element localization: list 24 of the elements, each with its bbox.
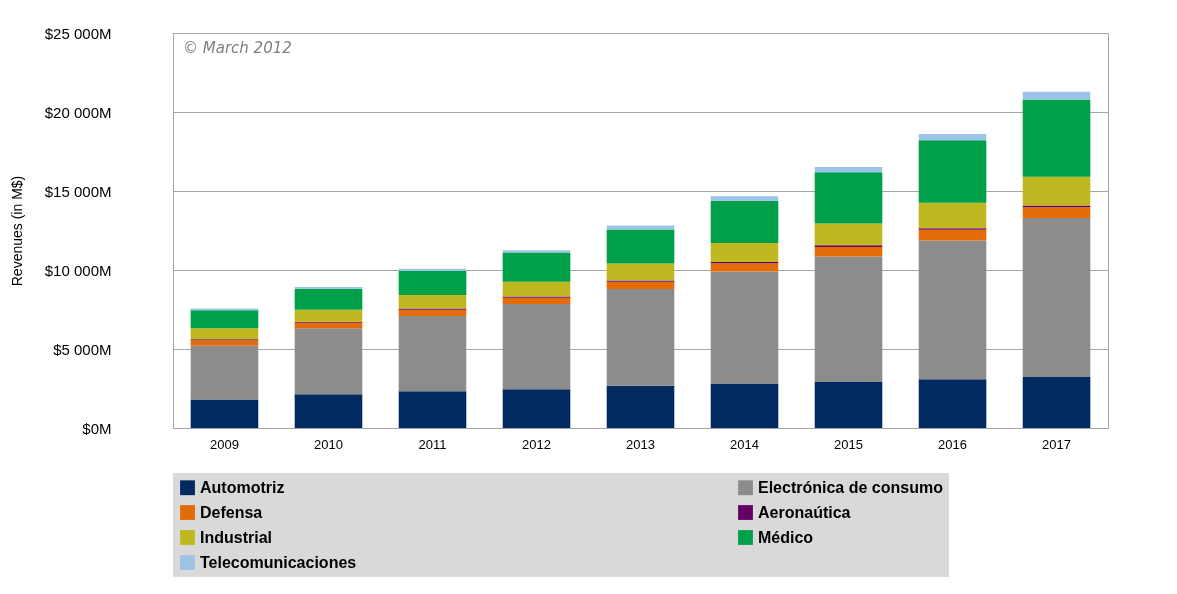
x-tick-label: 2015 bbox=[834, 436, 863, 452]
x-tick-label: 2013 bbox=[626, 436, 655, 452]
legend-label: Industrial bbox=[200, 528, 273, 546]
x-tick-label: 2016 bbox=[938, 436, 967, 452]
legend-label: Electrónica de consumo bbox=[758, 478, 944, 496]
annotation: © March 2012 bbox=[183, 39, 292, 57]
legend-label: Automotriz bbox=[200, 478, 285, 496]
legend-label: Defensa bbox=[200, 503, 263, 521]
y-axis-title: Revenues (in M$) bbox=[8, 175, 25, 287]
y-tick-label: $25 000M bbox=[44, 24, 112, 42]
y-tick-label: $0M bbox=[82, 419, 112, 437]
legend-label: Aeronaútica bbox=[758, 503, 851, 521]
x-tick-label: 2010 bbox=[314, 436, 343, 452]
y-tick-label: $20 000M bbox=[44, 103, 112, 121]
y-tick-label: $10 000M bbox=[44, 261, 112, 279]
x-tick-label: 2009 bbox=[210, 436, 239, 452]
legend-label: Médico bbox=[758, 528, 814, 546]
x-tick-label: 2011 bbox=[418, 436, 447, 452]
y-tick-label: $5 000M bbox=[53, 340, 112, 358]
x-tick-label: 2017 bbox=[1042, 436, 1071, 452]
legend-label: Telecomunicaciones bbox=[200, 553, 357, 571]
x-tick-label: 2012 bbox=[522, 436, 551, 452]
x-tick-label: 2014 bbox=[730, 436, 759, 452]
y-tick-label: $15 000M bbox=[44, 182, 112, 200]
